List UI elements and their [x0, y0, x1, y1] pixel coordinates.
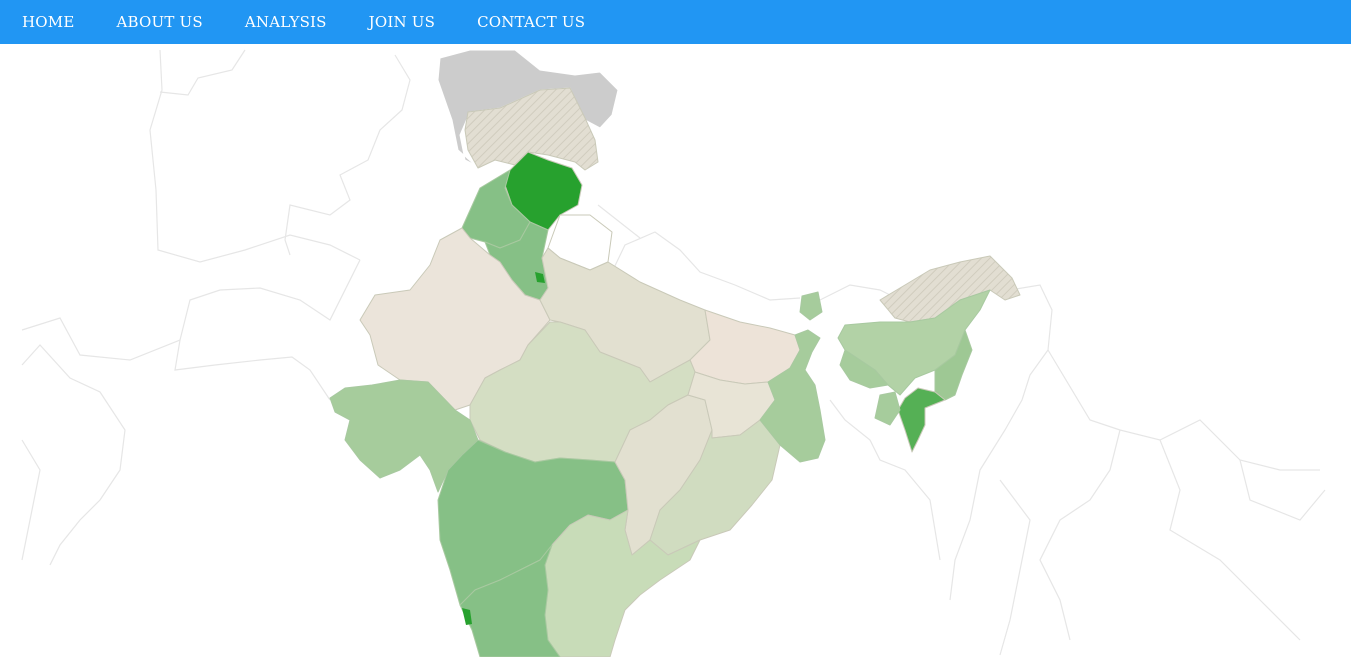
- choropleth-map[interactable]: [0, 44, 1351, 657]
- state-karnataka[interactable]: [459, 544, 561, 657]
- top-navigation-bar: HOME ABOUT US ANALYSIS JOIN US CONTACT U…: [0, 0, 1351, 44]
- border-line-afghan: [159, 49, 246, 96]
- border-line-nepal: [611, 231, 801, 301]
- india-map-svg[interactable]: [0, 44, 1351, 657]
- nav-about-us-link[interactable]: ABOUT US: [116, 13, 203, 31]
- nav-contact-us-link[interactable]: CONTACT US: [477, 13, 586, 31]
- state-meghalaya[interactable]: [839, 349, 889, 389]
- border-line-thailand: [1159, 439, 1301, 641]
- nav-join-us-link[interactable]: JOIN US: [368, 13, 436, 31]
- border-line-china-east: [1047, 349, 1320, 471]
- border-line-laos: [1039, 429, 1121, 641]
- state-west-bengal[interactable]: [759, 329, 826, 463]
- border-line-pak-west: [284, 54, 411, 256]
- border-line-arabia: [21, 344, 126, 566]
- neighbour-borders: [21, 49, 1326, 656]
- border-line-iran-south: [174, 339, 331, 401]
- state-jammu-kashmir[interactable]: [464, 87, 599, 171]
- border-line-north: [149, 49, 361, 263]
- state-goa[interactable]: [462, 608, 472, 625]
- border-line-oman: [21, 439, 41, 561]
- border-line-myanmar: [949, 284, 1053, 601]
- state-delhi[interactable]: [535, 272, 545, 283]
- border-line-tibet: [597, 204, 641, 239]
- state-tripura[interactable]: [874, 391, 901, 426]
- state-sikkim[interactable]: [799, 291, 823, 321]
- state-nagaland[interactable]: [934, 329, 973, 401]
- nav-analysis-link[interactable]: ANALYSIS: [244, 13, 327, 31]
- state-manipur[interactable]: [897, 387, 946, 453]
- state-gujarat[interactable]: [329, 379, 479, 493]
- nav-home-link[interactable]: HOME: [22, 13, 75, 31]
- border-line-coast-east: [999, 479, 1031, 656]
- border-line-bangladesh: [829, 399, 941, 561]
- border-line-iran: [21, 259, 361, 361]
- border-line-vietnam: [1239, 459, 1326, 521]
